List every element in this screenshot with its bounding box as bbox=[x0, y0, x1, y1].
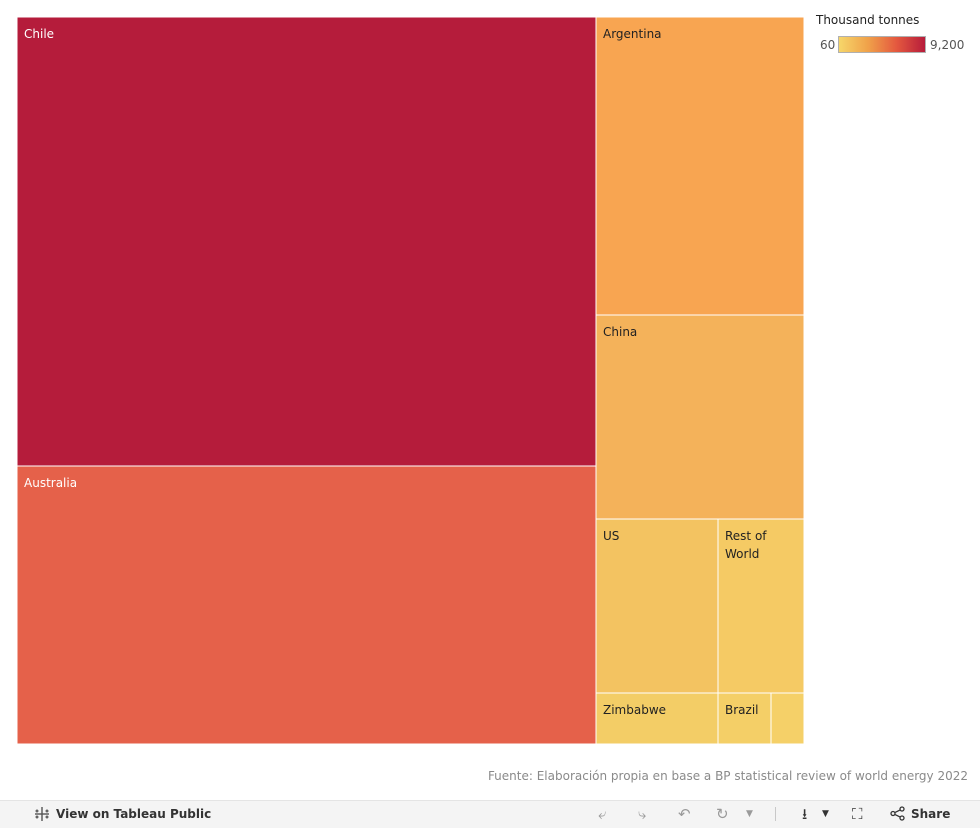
treemap-chart: Chile Australia Argentina China US Rest of Wor… bbox=[16, 16, 805, 745]
fullscreen-icon[interactable]: ⛶ bbox=[852, 805, 863, 823]
legend-title: Thousand tonnes bbox=[816, 13, 920, 27]
undo-icon[interactable]: ⤶ bbox=[598, 805, 607, 823]
treemap-cell-brazil[interactable] bbox=[717, 692, 772, 745]
revert-icon[interactable]: ↶ bbox=[678, 805, 691, 823]
redo-icon[interactable]: ⤷ bbox=[638, 805, 647, 823]
tableau-logo-icon bbox=[35, 807, 49, 821]
treemap-cell-us[interactable] bbox=[595, 518, 719, 694]
treemap-cell-china[interactable] bbox=[595, 314, 805, 520]
download-chevron-icon[interactable]: ▼ bbox=[822, 809, 829, 819]
chevron-down-icon[interactable]: ▼ bbox=[746, 809, 753, 819]
treemap-label-china: China bbox=[603, 325, 637, 339]
treemap-label-rest-of-world-1: Rest of bbox=[725, 529, 767, 543]
share-button[interactable]: Share bbox=[890, 806, 950, 821]
treemap-cell-rest-of-world[interactable] bbox=[717, 518, 805, 694]
treemap-label-chile: Chile bbox=[24, 27, 54, 41]
treemap-label-argentina: Argentina bbox=[603, 27, 662, 41]
treemap-cell-unlabeled[interactable] bbox=[770, 692, 805, 745]
toolbar-divider bbox=[775, 807, 776, 821]
treemap-cell-argentina[interactable] bbox=[595, 16, 805, 316]
treemap-label-brazil: Brazil bbox=[725, 703, 759, 717]
share-icon bbox=[890, 806, 905, 821]
refresh-icon[interactable]: ↻ bbox=[716, 805, 729, 823]
treemap-label-zimbabwe: Zimbabwe bbox=[603, 703, 666, 717]
treemap-cell-chile[interactable] bbox=[16, 16, 597, 467]
treemap-label-australia: Australia bbox=[24, 476, 77, 490]
treemap-label-us: US bbox=[603, 529, 619, 543]
treemap-cell-australia[interactable] bbox=[16, 465, 597, 745]
view-on-tableau-button[interactable]: View on Tableau Public bbox=[34, 806, 211, 822]
tableau-toolbar: View on Tableau Public ⤶ ⤷ ↶ ↻ ▼ ⭳ ▼ ⛶ S… bbox=[0, 800, 980, 828]
download-icon[interactable]: ⭳ bbox=[802, 805, 808, 823]
legend-color-scale bbox=[838, 36, 926, 53]
legend-max-label: 9,200 bbox=[930, 38, 965, 52]
legend-min-label: 60 bbox=[820, 38, 836, 52]
treemap-cell-zimbabwe[interactable] bbox=[595, 692, 719, 745]
share-label: Share bbox=[911, 806, 951, 821]
view-on-tableau-label: View on Tableau Public bbox=[56, 807, 212, 821]
treemap-label-rest-of-world-2: World bbox=[725, 547, 759, 561]
source-note: Fuente: Elaboración propia en base a BP … bbox=[487, 769, 968, 783]
